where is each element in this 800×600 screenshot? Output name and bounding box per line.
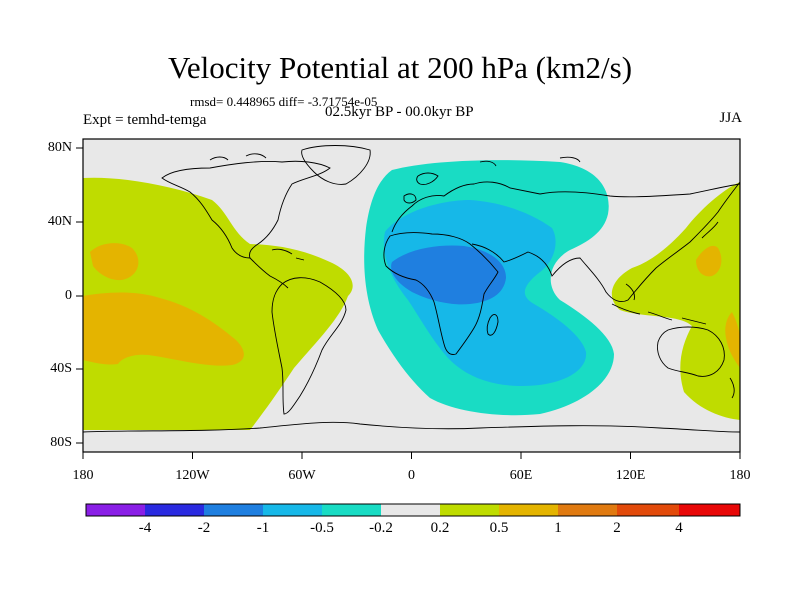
- coast-australia: [657, 326, 725, 377]
- lon-label-120e: 120E: [615, 468, 646, 483]
- contour-westpac-0.2: [611, 182, 740, 420]
- coast-central-america: [249, 257, 289, 289]
- contour-africa-neg1: [391, 245, 506, 305]
- colorbar-bin-2: [204, 504, 263, 516]
- coast-japan: [701, 221, 719, 239]
- lat-label-80n: 80N: [47, 140, 72, 155]
- colorbar-label-8: 2: [613, 520, 621, 536]
- colorbar-bin-4: [322, 504, 381, 516]
- contour-pacific-0.5-north: [90, 243, 139, 281]
- colorbar-bin-5: [381, 504, 440, 516]
- coast-arctic-islands: [209, 153, 581, 167]
- stats-text: rmsd= 0.448965 diff= -3.71754e-05: [190, 94, 378, 109]
- axis-ticks: [76, 147, 741, 459]
- lon-label-180e: 180: [729, 468, 751, 483]
- colorbar-bin-6: [440, 504, 499, 516]
- contour-westpac-0.5-north: [696, 245, 722, 277]
- coast-greenland: [301, 145, 371, 185]
- map-title: Velocity Potential at 200 hPa (km2/s): [167, 50, 633, 85]
- colorbar-bin-9: [617, 504, 679, 516]
- season-label: JJA: [719, 110, 742, 126]
- coastlines: [83, 145, 740, 433]
- colorbar-label-4: -0.2: [369, 520, 393, 536]
- contour-westpac-0.5-south: [725, 312, 740, 368]
- experiment-label: Expt = temhd-temga: [83, 112, 207, 128]
- contour-pacific-0.2: [83, 177, 353, 430]
- colorbar-bin-10: [679, 504, 740, 516]
- period-label: 02.5kyr BP - 00.0kyr BP: [325, 104, 474, 120]
- colorbar-bin-7: [499, 504, 558, 516]
- coast-north-america: [161, 160, 331, 259]
- colorbar-label-5: 0.2: [430, 520, 450, 536]
- lat-label-40s: 40S: [50, 361, 72, 376]
- lon-label-60e: 60E: [509, 468, 533, 483]
- contour-pacific-0.5-south: [83, 292, 244, 366]
- colorbar-bin-3: [263, 504, 322, 516]
- colorbar: [85, 503, 741, 517]
- lon-label-0: 0: [408, 468, 415, 483]
- lat-label-40n: 40N: [47, 214, 72, 229]
- lon-label-120w: 120W: [175, 468, 210, 483]
- colorbar-bin-1: [145, 504, 204, 516]
- coast-europe: [391, 172, 541, 233]
- coast-asia: [471, 181, 740, 303]
- coast-antarctica: [83, 421, 740, 433]
- colorbar-label-2: -1: [256, 520, 270, 536]
- coast-madagascar: [486, 314, 499, 336]
- lon-label-60w: 60W: [288, 468, 316, 483]
- colorbar-frame: [85, 503, 741, 517]
- colorbar-bin-8: [558, 504, 617, 516]
- colorbar-label-1: -2: [197, 520, 211, 536]
- coast-south-america: [271, 277, 347, 415]
- coast-caribbean: [271, 248, 305, 261]
- coast-new-zealand: [729, 377, 735, 399]
- colorbar-bin-0: [86, 504, 145, 516]
- colorbar-label-6: 0.5: [489, 520, 509, 536]
- colorbar-label-3: -0.5: [310, 520, 334, 536]
- coast-indonesia: [611, 283, 707, 325]
- lat-label-0: 0: [65, 288, 72, 303]
- colorbar-label-9: 4: [675, 520, 683, 536]
- contour-fields: [83, 160, 740, 430]
- colorbar-label-7: 1: [554, 520, 562, 536]
- lon-label-180w: 180: [72, 468, 94, 483]
- coast-africa: [383, 232, 499, 355]
- lat-label-80s: 80S: [50, 435, 72, 450]
- colorbar-label-0: -4: [138, 520, 152, 536]
